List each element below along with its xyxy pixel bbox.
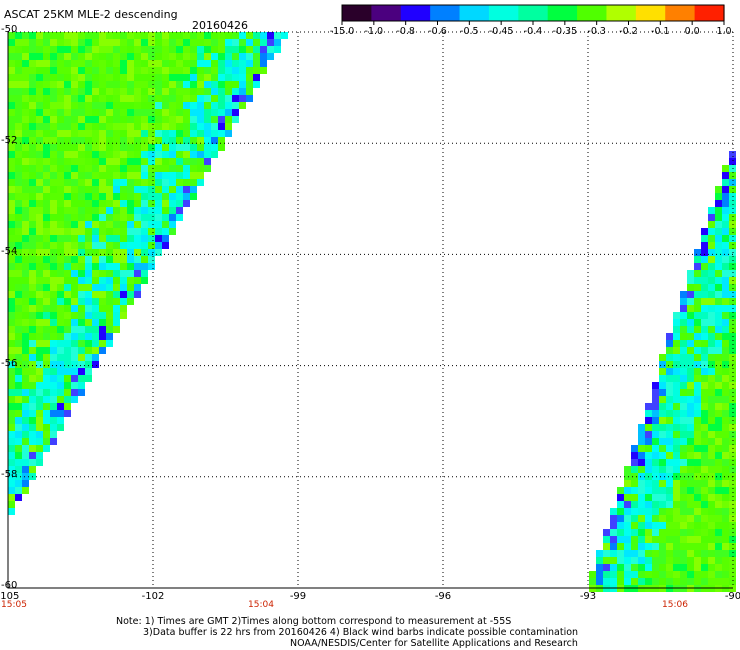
colorbar-label: -0.5 <box>460 26 479 37</box>
note-line-2: 3)Data buffer is 22 hrs from 20160426 4)… <box>143 627 579 638</box>
swath-west <box>8 32 288 515</box>
colorbar-swatch <box>518 5 549 21</box>
colorbar-label: -0.45 <box>489 26 514 37</box>
y-tick-label: -60 <box>1 580 18 591</box>
colorbar-label: -0.8 <box>396 26 415 37</box>
y-tick-label: -54 <box>1 246 18 258</box>
y-tick-label: -56 <box>1 357 18 369</box>
map-title: ASCAT 25KM MLE-2 descending <box>4 8 178 21</box>
x-tick-label: -102 <box>141 591 165 602</box>
colorbar-swatch <box>342 5 372 21</box>
colorbar-label: -0.6 <box>428 26 447 37</box>
y-tick-label: -50 <box>1 24 18 35</box>
colorbar-swatch <box>371 5 402 21</box>
x-tick-label: -99 <box>289 591 307 602</box>
colorbar-swatch <box>635 5 666 21</box>
colorbar-swatch <box>430 5 461 21</box>
map-axes <box>7 32 733 589</box>
time-label-middle: 15:04 <box>248 600 274 610</box>
colorbar-swatch <box>547 5 578 21</box>
colorbar-swatch <box>665 5 696 21</box>
colorbar-swatch <box>606 5 637 21</box>
time-label-right: 15:06 <box>662 600 688 610</box>
colorbar-swatch <box>694 5 725 21</box>
time-label-left: 15:05 <box>1 600 27 610</box>
colorbar-swatch <box>400 5 431 21</box>
colorbar-swatch <box>577 5 608 21</box>
swath-east <box>589 151 736 592</box>
x-tick-label: -93 <box>579 591 597 602</box>
map-date: 20160426 <box>192 19 248 32</box>
note-line-3: NOAA/NESDIS/Center for Satellite Applica… <box>290 638 578 649</box>
x-tick-label: -96 <box>434 591 452 602</box>
y-tick-label: -52 <box>1 135 18 147</box>
y-tick-label: -58 <box>1 468 18 480</box>
colorbar-swatch <box>488 5 519 21</box>
note-line-1: Note: 1) Times are GMT 2)Times along bot… <box>116 616 512 627</box>
colorbar-label: -15.0 <box>330 26 355 37</box>
data-map <box>7 31 736 592</box>
x-tick-label: -90 <box>724 591 740 602</box>
colorbar-swatch <box>459 5 490 21</box>
x-tick-label: -105 <box>0 591 20 602</box>
colorbar-label: -1.0 <box>365 26 384 37</box>
